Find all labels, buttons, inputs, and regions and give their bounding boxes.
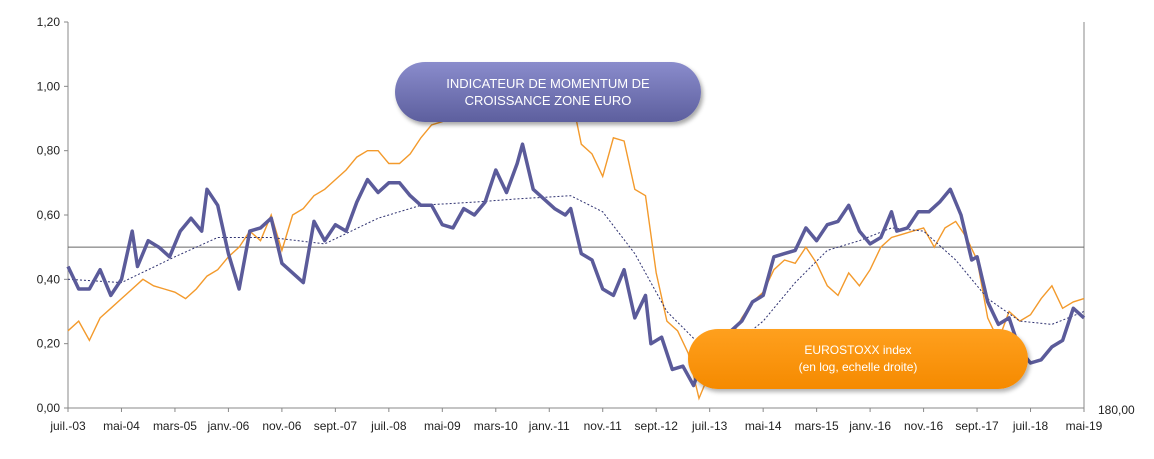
y-tick-label: 1,00 <box>37 79 61 93</box>
x-tick-label: mai-09 <box>424 419 461 433</box>
momentum-label-line1: INDICATEUR DE MOMENTUM DE <box>446 76 650 91</box>
x-tick-label: juil.-13 <box>691 419 728 433</box>
y-tick-label: 0,60 <box>37 208 61 222</box>
right-axis-label: 180,00 <box>1098 403 1135 417</box>
x-tick-label: mars-10 <box>474 419 518 433</box>
x-tick-label: janv.-16 <box>848 419 891 433</box>
x-tick-label: nov.-16 <box>904 419 943 433</box>
eurostoxx-index-label: EUROSTOXX index (en log, echelle droite) <box>688 329 1028 389</box>
y-tick-label: 0,20 <box>37 337 61 351</box>
momentum-indicator-label: INDICATEUR DE MOMENTUM DE CROISSANCE ZON… <box>395 62 701 122</box>
series-line-momentum-avg <box>67 195 1085 348</box>
x-tick-label: janv.-11 <box>528 419 570 433</box>
eurostoxx-label-line1: EUROSTOXX index <box>804 343 912 357</box>
x-tick-label: nov.-06 <box>262 419 301 433</box>
x-axis-ticks: juil.-03 mai-04 mars-05 janv.-06 nov.-06 sept… <box>49 408 1103 433</box>
momentum-label-line2: CROISSANCE ZONE EURO <box>464 93 632 108</box>
x-tick-label: mars-05 <box>153 419 197 433</box>
x-tick-label: mai-04 <box>103 419 140 433</box>
eurostoxx-label-line2: (en log, echelle droite) <box>798 360 918 374</box>
series-line-momentum <box>66 142 1086 388</box>
y-tick-label: 0,80 <box>37 144 61 158</box>
x-tick-label: mars-15 <box>795 419 839 433</box>
x-tick-label: sept.-17 <box>955 419 999 433</box>
x-tick-label: juil.-18 <box>1012 419 1049 433</box>
y-axis-ticks: 0,00 0,20 0,40 0,60 0,80 1,00 1,20 <box>37 15 68 415</box>
x-tick-label: juil.-03 <box>49 419 86 433</box>
x-tick-label: juil.-08 <box>370 419 407 433</box>
x-tick-label: nov.-11 <box>584 419 623 433</box>
y-tick-label: 0,40 <box>37 272 61 286</box>
x-tick-label: sept.-07 <box>314 419 358 433</box>
x-tick-label: janv.-06 <box>207 419 250 433</box>
x-tick-label: mai-19 <box>1066 419 1103 433</box>
x-tick-label: mai-14 <box>745 419 782 433</box>
y-tick-label: 0,00 <box>37 401 61 415</box>
x-tick-label: sept.-12 <box>635 419 679 433</box>
y-tick-label: 1,20 <box>37 15 61 29</box>
